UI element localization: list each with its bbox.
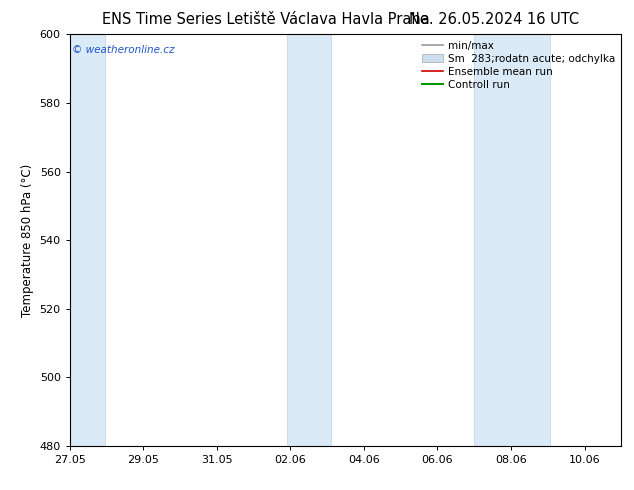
Legend: min/max, Sm  283;rodatn acute; odchylka, Ensemble mean run, Controll run: min/max, Sm 283;rodatn acute; odchylka, … [418,36,619,94]
Text: ENS Time Series Letiště Václava Havla Praha: ENS Time Series Letiště Václava Havla Pr… [103,12,430,27]
Bar [287,34,331,446]
Bar [474,34,550,446]
Text: Ne. 26.05.2024 16 UTC: Ne. 26.05.2024 16 UTC [410,12,579,27]
Y-axis label: Temperature 850 hPa (°C): Temperature 850 hPa (°C) [21,164,34,317]
Bar [70,34,105,446]
Text: © weatheronline.cz: © weatheronline.cz [72,45,175,54]
